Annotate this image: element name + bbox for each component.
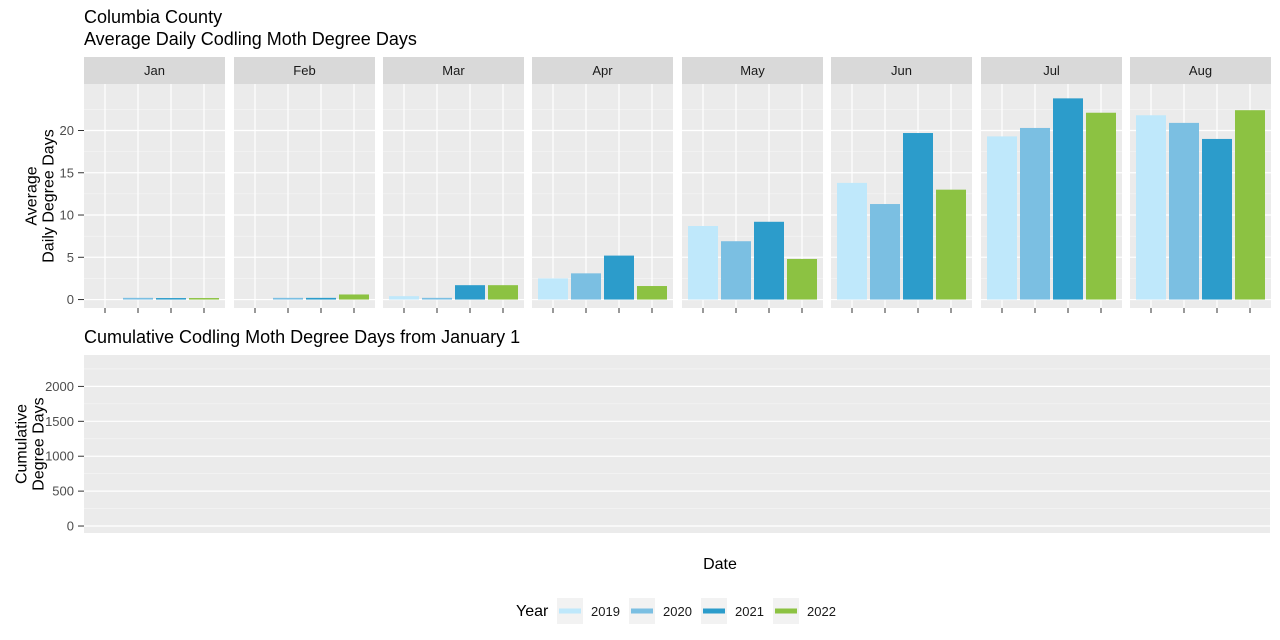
facet-apr: Apr xyxy=(532,57,673,313)
bar-jan-2021 xyxy=(156,298,186,300)
facet-may: May xyxy=(682,57,823,313)
legend-label: 2019 xyxy=(591,604,620,619)
bar-apr-2019 xyxy=(538,278,568,300)
legend-label: 2020 xyxy=(663,604,692,619)
bar-apr-2021 xyxy=(604,255,634,300)
facet-strip xyxy=(981,57,1122,84)
facet-strip xyxy=(84,57,225,84)
facet-strip xyxy=(831,57,972,84)
bar-jun-2022 xyxy=(936,189,966,300)
facet-strip xyxy=(383,57,524,84)
facet-jun: Jun xyxy=(831,57,972,313)
line-y-tick-label: 0 xyxy=(67,519,74,534)
chart-title: Columbia County xyxy=(84,7,222,27)
facet-jan: Jan xyxy=(84,57,225,313)
bar-aug-2022 xyxy=(1235,110,1265,300)
bar-apr-2022 xyxy=(637,286,667,300)
bar-may-2020 xyxy=(721,241,751,300)
bar-mar-2021 xyxy=(455,285,485,300)
line-x-axis-label: Date xyxy=(703,556,737,573)
bar-y-tick-label: 15 xyxy=(60,165,74,180)
bar-y-axis-label-line-0: Average xyxy=(24,166,41,225)
bar-jun-2020 xyxy=(870,204,900,300)
line-panel xyxy=(84,355,1270,533)
facet-strip-label: Aug xyxy=(1189,63,1212,78)
line-y-axis-label: CumulativeDegree Days xyxy=(14,397,48,490)
bar-aug-2020 xyxy=(1169,122,1199,300)
bar-may-2022 xyxy=(787,258,817,300)
bar-jun-2019 xyxy=(837,182,867,300)
line-chart-title: Cumulative Codling Moth Degree Days from… xyxy=(84,327,520,347)
bar-jun-2021 xyxy=(903,133,933,300)
facet-panel xyxy=(84,84,225,308)
facet-strip-label: Jul xyxy=(1043,63,1060,78)
bar-y-tick-label: 20 xyxy=(60,123,74,138)
bar-aug-2019 xyxy=(1136,115,1166,300)
bar-jan-2020 xyxy=(123,297,153,300)
bar-may-2021 xyxy=(754,221,784,300)
bar-y-tick-label: 10 xyxy=(60,208,74,223)
chart-subtitle: Average Daily Codling Moth Degree Days xyxy=(84,29,417,49)
facet-jul: Jul xyxy=(981,57,1122,313)
legend-label: 2022 xyxy=(807,604,836,619)
line-y-tick-label: 2000 xyxy=(45,379,74,394)
facet-panel xyxy=(234,84,375,308)
bar-jul-2019 xyxy=(987,136,1017,300)
line-y-tick-label: 500 xyxy=(52,484,74,499)
legend-title: Year xyxy=(516,603,549,620)
bar-aug-2021 xyxy=(1202,138,1232,300)
bar-mar-2019 xyxy=(389,296,419,300)
facet-strip xyxy=(682,57,823,84)
bar-y-tick-label: 0 xyxy=(67,292,74,307)
facet-strip-label: Apr xyxy=(592,63,613,78)
bar-apr-2020 xyxy=(571,273,601,300)
facet-aug: Aug xyxy=(1130,57,1271,313)
facet-feb: Feb xyxy=(234,57,375,313)
facet-strip-label: Jun xyxy=(891,63,912,78)
bar-feb-2020 xyxy=(273,297,303,300)
facet-strip-label: Feb xyxy=(293,63,315,78)
line-y-axis-label-line-1: Degree Days xyxy=(31,397,48,490)
facet-strip-label: Mar xyxy=(442,63,465,78)
facet-panel xyxy=(532,84,673,308)
line-y-tick-label: 1500 xyxy=(45,414,74,429)
line-y-axis-label-line-0: Cumulative xyxy=(14,404,31,484)
bar-feb-2021 xyxy=(306,297,336,300)
bar-y-axis-label: AverageDaily Degree Days xyxy=(24,129,58,262)
bar-jul-2020 xyxy=(1020,127,1050,300)
facet-strip xyxy=(532,57,673,84)
facet-strip xyxy=(1130,57,1271,84)
bar-jul-2021 xyxy=(1053,98,1083,300)
line-y-tick-label: 1000 xyxy=(45,449,74,464)
legend: Year 2019 2020 2021 2022 xyxy=(516,598,836,624)
facet-panel xyxy=(383,84,524,308)
facet-strip-label: Jan xyxy=(144,63,165,78)
bar-y-axis-label-line-1: Daily Degree Days xyxy=(41,129,58,262)
facet-mar: Mar xyxy=(383,57,524,313)
facet-strip-label: May xyxy=(740,63,765,78)
bar-may-2019 xyxy=(688,226,718,300)
bar-feb-2022 xyxy=(339,294,369,300)
legend-label: 2021 xyxy=(735,604,764,619)
bar-jul-2022 xyxy=(1086,112,1116,300)
bar-jan-2022 xyxy=(189,298,219,300)
bar-y-tick-label: 5 xyxy=(67,250,74,265)
bar-mar-2022 xyxy=(488,285,518,300)
bar-mar-2020 xyxy=(422,297,452,300)
facet-strip xyxy=(234,57,375,84)
